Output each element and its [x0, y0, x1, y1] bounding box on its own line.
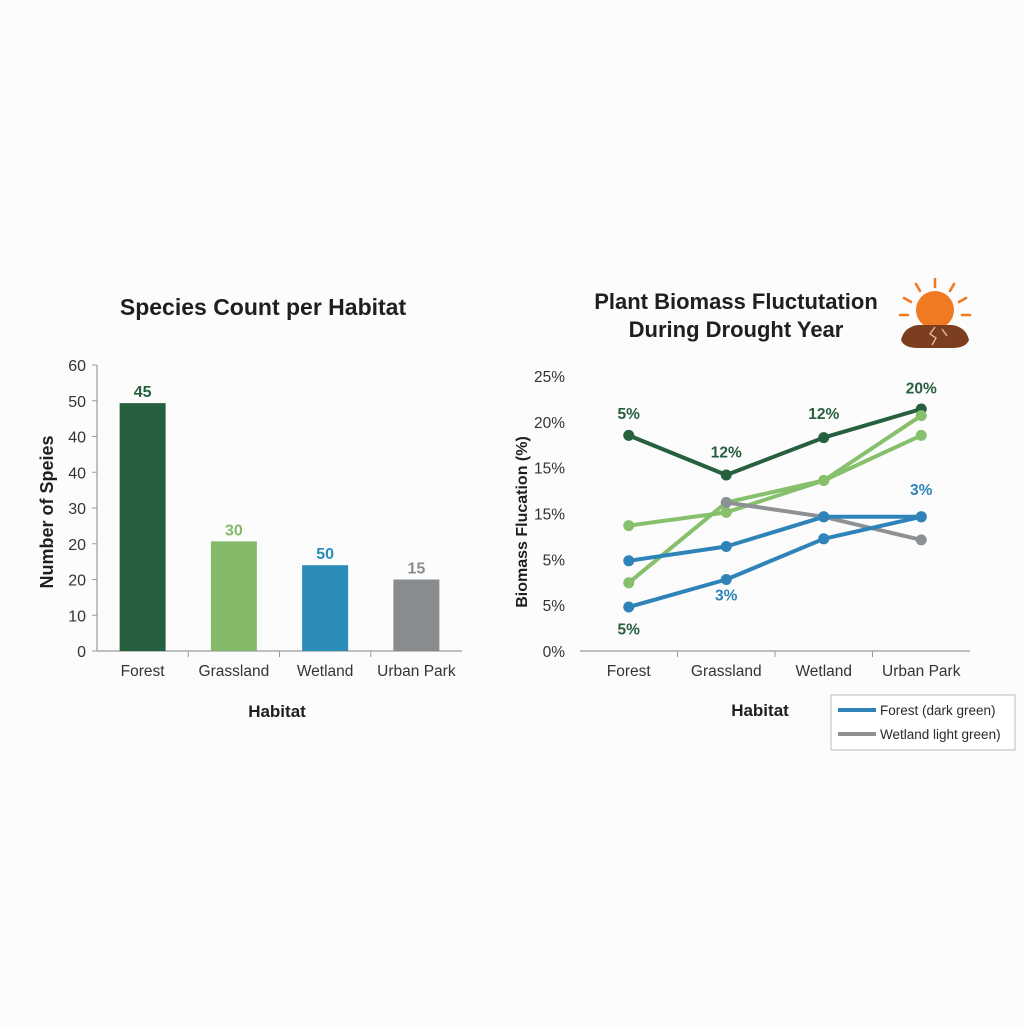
- series-line: [626, 413, 924, 528]
- bar-y-tick-label: 40: [68, 465, 86, 482]
- series-point: [720, 574, 732, 585]
- bar-x-tick-label: Grassland: [199, 663, 270, 680]
- series-line: [626, 514, 924, 609]
- bar: [210, 541, 257, 651]
- line-chart-title-line-1: Plant Biomass Fluctutation: [594, 289, 878, 314]
- series-point: [915, 511, 927, 523]
- series-point: [915, 534, 927, 546]
- series-point: [623, 429, 635, 441]
- bar-y-tick-label: 10: [68, 608, 86, 625]
- line-x-tick-label: Grassland: [691, 663, 762, 680]
- line-x-tick-label: Forest: [607, 663, 652, 680]
- series-point: [720, 497, 732, 508]
- bar-x-tick-label: Wetland: [297, 663, 354, 680]
- bar-chart-title: Species Count per Habitat: [120, 294, 407, 320]
- series-point: [720, 506, 732, 518]
- line-chart-legend: Forest (dark green) Wetland light green): [830, 694, 1016, 751]
- line-chart-x-ticks: Forest Grassland Wetland Urban Park: [607, 651, 961, 680]
- series-point: [623, 520, 635, 532]
- bar-y-tick-label: 20: [68, 537, 86, 554]
- series-point: [720, 469, 732, 481]
- legend-label-2: Wetland light green): [880, 727, 1001, 742]
- series-point: [720, 541, 732, 552]
- series-point: [818, 475, 830, 486]
- bar-value-label: 30: [225, 522, 243, 539]
- bar-x-tick-label: Urban Park: [377, 663, 456, 680]
- bar-y-tick-label: 30: [68, 501, 86, 518]
- data-label: 12%: [808, 406, 839, 423]
- bar-chart-x-ticks: Forest Grassland Wetland Urban Park: [121, 651, 456, 680]
- data-label: 20%: [906, 381, 937, 398]
- line-x-tick-label: Urban Park: [882, 663, 961, 680]
- line-series: [623, 410, 927, 532]
- series-point: [818, 511, 830, 523]
- line-y-tick-label: 15%: [534, 507, 565, 524]
- series-line: [626, 514, 924, 563]
- bar-chart-y-axis-title: Number of Speies: [37, 435, 57, 588]
- bar: [393, 579, 440, 651]
- line-chart-annotations: 5% 12% 12% 20% 3% 3% 5%: [618, 381, 937, 639]
- line-chart-y-axis-title: Biomass Flucation (%): [514, 436, 531, 608]
- series-point: [818, 432, 830, 444]
- bar-chart-x-axis-title: Habitat: [248, 702, 306, 721]
- line-y-tick-label: 5%: [543, 598, 566, 615]
- line-y-tick-label: 0%: [543, 644, 566, 661]
- line-chart-title-line-2: During Drought Year: [629, 317, 844, 342]
- bar-chart-bars: 45 30 50 15: [119, 384, 440, 651]
- bar-y-tick-label: 20: [68, 573, 86, 590]
- biomass-line-chart: Plant Biomass Fluctutation During Drough…: [514, 277, 1016, 751]
- bar-y-tick-label: 50: [68, 394, 86, 411]
- bar: [302, 565, 349, 651]
- series-point: [623, 555, 635, 567]
- bar-chart-y-ticks: 0 10 20 20 30 40 40 50 60: [68, 358, 97, 661]
- bar-x-tick-label: Forest: [121, 663, 166, 680]
- series-point: [915, 429, 927, 441]
- bar-y-tick-label: 40: [68, 430, 86, 447]
- bar-y-tick-label: 60: [68, 358, 86, 375]
- species-bar-chart: Species Count per Habitat Number of Spei…: [37, 294, 462, 721]
- data-label: 3%: [910, 482, 933, 499]
- line-x-tick-label: Wetland: [795, 663, 852, 680]
- line-y-tick-label: 15%: [534, 461, 565, 478]
- series-point: [623, 601, 635, 613]
- bar-value-label: 15: [407, 561, 425, 578]
- data-label: 3%: [715, 587, 738, 604]
- data-label: 5%: [618, 622, 641, 639]
- series-point: [915, 410, 927, 422]
- drought-sun-icon: [898, 277, 972, 348]
- bar-value-label: 45: [134, 384, 152, 401]
- line-series: [623, 403, 927, 481]
- line-chart-x-axis-title: Habitat: [731, 701, 789, 720]
- line-y-tick-label: 20%: [534, 415, 565, 432]
- data-label: 5%: [618, 406, 641, 423]
- data-label: 12%: [711, 444, 742, 461]
- line-y-tick-label: 25%: [534, 369, 565, 386]
- line-chart-y-ticks: 0% 5% 5% 15% 15% 20% 25%: [534, 369, 565, 661]
- series-point: [818, 533, 830, 545]
- bar-value-label: 50: [316, 546, 334, 563]
- bar: [119, 403, 166, 651]
- line-y-tick-label: 5%: [543, 552, 566, 569]
- line-series: [623, 511, 927, 613]
- series-line: [626, 407, 924, 477]
- series-point: [623, 577, 635, 589]
- bar-y-tick-label: 0: [77, 644, 86, 661]
- legend-box: [830, 694, 1016, 751]
- legend-label-1: Forest (dark green): [880, 703, 996, 718]
- series-line: [626, 433, 924, 585]
- line-chart-series: [623, 403, 927, 613]
